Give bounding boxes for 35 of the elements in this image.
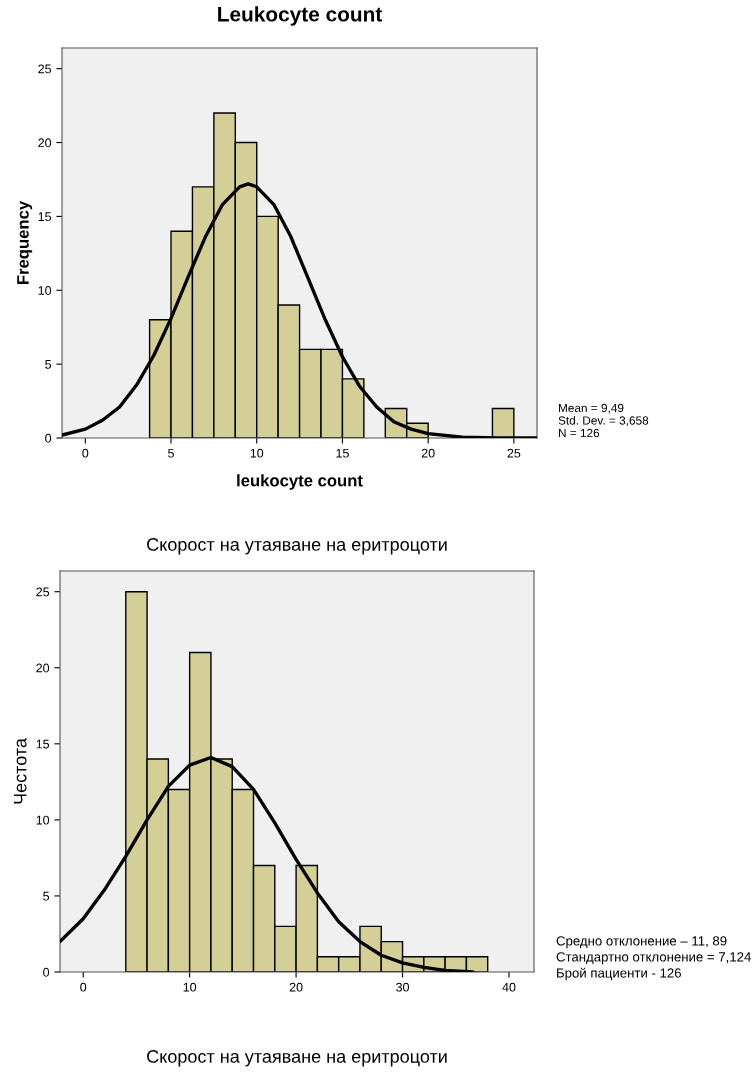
x-tick-label: 15 <box>336 448 349 458</box>
text: Mean = 9,49 <box>558 403 624 414</box>
y-tick-label: 0 <box>45 433 52 443</box>
text: Средно отклонение – 11, 89 <box>556 936 727 949</box>
x-tick-label: 40 <box>502 982 516 992</box>
y-tick-label: 20 <box>36 663 50 673</box>
y-tick-label: 10 <box>38 286 52 295</box>
x-tick-label: 25 <box>507 448 521 458</box>
y-axis-title: Честота <box>13 738 27 804</box>
x-axis-title: leukocyte count <box>237 474 363 490</box>
x-tick-label: 10 <box>250 448 264 458</box>
text: Std. Dev. = 3,658 <box>558 416 649 427</box>
x-tick-label: 0 <box>82 448 89 458</box>
chart-title: Скорост на утаяване на еритроцоти <box>147 538 447 555</box>
y-tick-label: 25 <box>38 64 52 74</box>
y-tick-label: 0 <box>43 967 50 977</box>
x-tick-label: 20 <box>289 982 303 992</box>
y-tick-label: 5 <box>43 891 50 901</box>
y-tick-label: 15 <box>36 739 50 749</box>
chart-title: Leukocyte count <box>218 6 383 26</box>
x-axis-title: Скорост на утаяване на еритроцоти <box>147 1050 447 1067</box>
x-tick-label: 20 <box>421 448 435 458</box>
text: Брой пациенти - 126 <box>557 967 681 981</box>
x-tick-label: 10 <box>183 982 197 992</box>
y-tick-label: 5 <box>45 360 52 369</box>
x-tick-label: 5 <box>168 448 174 458</box>
y-tick-label: 25 <box>36 587 50 597</box>
x-tick-label: 30 <box>396 982 409 992</box>
x-tick-label: 0 <box>80 982 87 992</box>
y-tick-label: 20 <box>38 138 52 148</box>
text: N = 126 <box>558 428 600 438</box>
y-tick-label: 10 <box>36 815 50 825</box>
text: Стандартно отклонение = 7,124 <box>556 952 751 965</box>
y-axis-title: Frequency <box>17 200 33 285</box>
y-tick-label: 15 <box>38 212 52 222</box>
